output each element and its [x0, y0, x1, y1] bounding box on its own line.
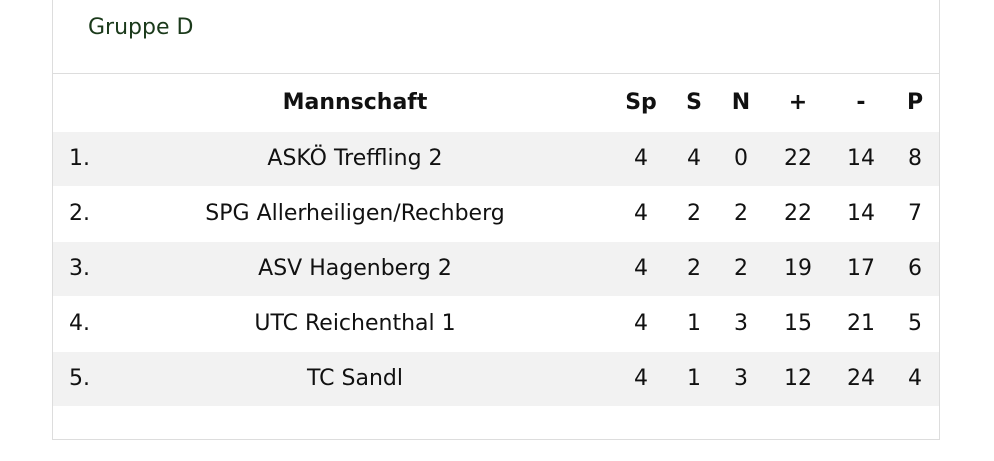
stat-cell: 4 — [687, 146, 701, 171]
stat-cell: 14 — [847, 146, 875, 171]
stat-cell: 2 — [687, 256, 701, 281]
column-header: Mannschaft — [282, 90, 428, 115]
stat-cell: 4 — [634, 311, 648, 336]
stat-cell: 14 — [847, 201, 875, 226]
rank: 3. — [69, 256, 90, 281]
stat-cell: 15 — [784, 311, 812, 336]
rank: 5. — [69, 366, 90, 391]
stat-cell: 12 — [784, 366, 812, 391]
stat-cell: 24 — [847, 366, 875, 391]
stat-cell: 4 — [634, 366, 648, 391]
stat-cell: 0 — [734, 146, 748, 171]
column-header: N — [731, 90, 751, 115]
column-header: Sp — [625, 90, 657, 115]
stat-cell: 1 — [687, 311, 701, 336]
stat-cell: 22 — [784, 146, 812, 171]
stat-cell: 1 — [687, 366, 701, 391]
table-row: 4. UTC Reichenthal 1 4 1 3 15 21 5 — [53, 297, 939, 351]
stat-cell: 5 — [908, 311, 922, 336]
team-name: TC Sandl — [307, 366, 403, 391]
column-header: + — [788, 90, 808, 115]
stat-cell: 4 — [634, 256, 648, 281]
page: Gruppe D Mannschaft Sp S N + - P 1. ASKÖ Treffli… — [52, 0, 940, 440]
header-row: Mannschaft Sp S N + - P — [53, 76, 939, 130]
rank: 1. — [69, 146, 90, 171]
stat-cell: 3 — [734, 366, 748, 391]
table-row: 5. TC Sandl 4 1 3 12 24 4 — [53, 352, 939, 406]
stat-cell: 3 — [734, 311, 748, 336]
stat-cell: 21 — [847, 311, 875, 336]
team-name: SPG Allerheiligen/Rechberg — [205, 201, 505, 226]
table-row: 2. SPG Allerheiligen/Rechberg 4 2 2 22 14 7 — [53, 187, 939, 241]
group-card: Gruppe D Mannschaft Sp S N + - P 1. ASKÖ Treffli… — [52, 0, 940, 440]
stat-cell: 4 — [634, 201, 648, 226]
stat-cell: 2 — [734, 256, 748, 281]
rank: 2. — [69, 201, 90, 226]
column-header: S — [686, 90, 702, 115]
team-name: ASKÖ Treffling 2 — [267, 146, 443, 171]
column-header: P — [906, 90, 924, 115]
rank: 4. — [69, 311, 90, 336]
empty-row — [53, 407, 939, 461]
stat-cell: 8 — [908, 146, 922, 171]
column-header: - — [856, 90, 866, 115]
team-name: ASV Hagenberg 2 — [258, 256, 452, 281]
table-row: 1. ASKÖ Treffling 2 4 4 0 22 14 8 — [53, 132, 939, 186]
stat-cell: 7 — [908, 201, 922, 226]
stat-cell: 2 — [734, 201, 748, 226]
stat-cell: 6 — [908, 256, 922, 281]
stat-cell: 4 — [908, 366, 922, 391]
stat-cell: 17 — [847, 256, 875, 281]
stat-cell: 19 — [784, 256, 812, 281]
table-row: 3. ASV Hagenberg 2 4 2 2 19 17 6 — [53, 242, 939, 296]
group-title: Gruppe D — [88, 15, 194, 40]
stat-cell: 2 — [687, 201, 701, 226]
separator — [53, 73, 939, 74]
stat-cell: 22 — [784, 201, 812, 226]
stat-cell: 4 — [634, 146, 648, 171]
team-name: UTC Reichenthal 1 — [254, 311, 456, 336]
